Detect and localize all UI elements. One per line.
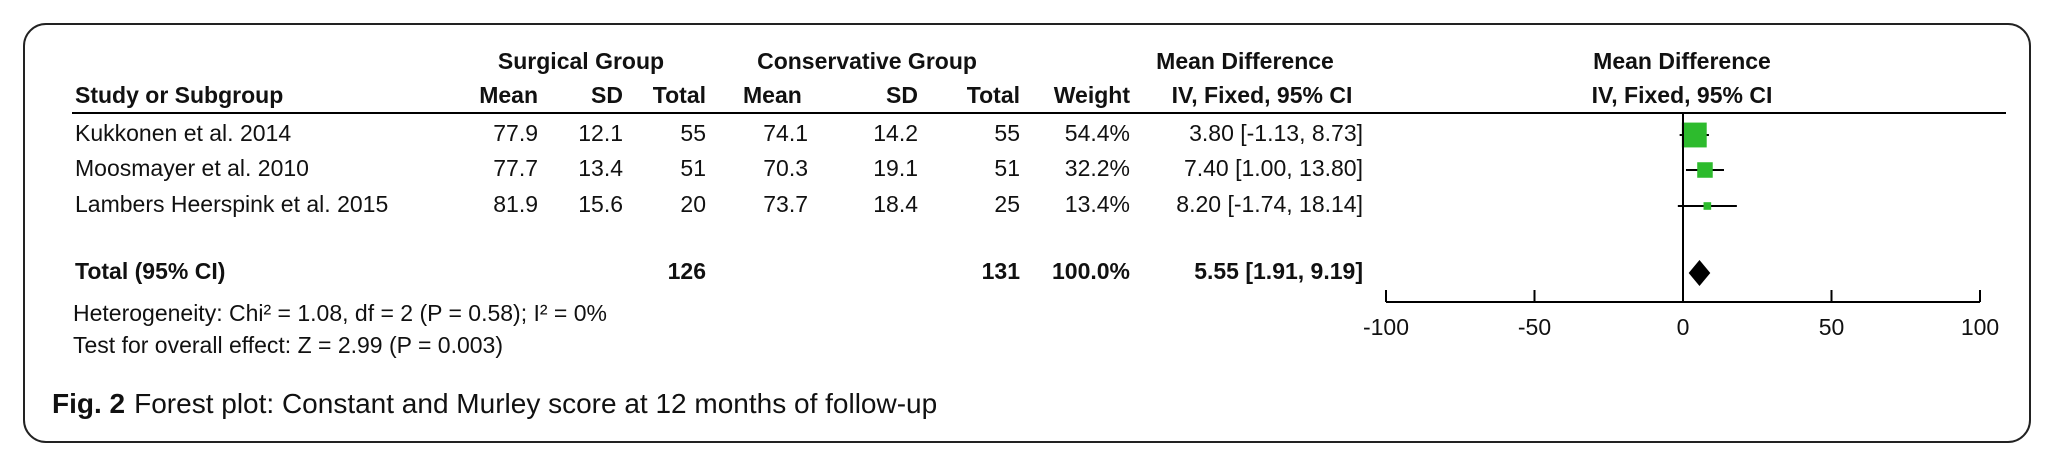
column-header: SD	[591, 82, 623, 108]
weight-box	[1697, 162, 1713, 178]
column-header: Total	[967, 82, 1020, 108]
caption: Fig. 2 Forest plot: Constant and Murley s…	[52, 388, 937, 419]
column-header: Weight	[1054, 82, 1131, 108]
total-ci-label: 5.55 [1.91, 9.19]	[1194, 258, 1363, 284]
cell: 51	[680, 155, 706, 181]
cell: 20	[680, 191, 706, 217]
overall-effect: Test for overall effect: Z = 2.99 (P = 0…	[73, 332, 503, 358]
ci-label: 7.40 [1.00, 13.80]	[1184, 155, 1363, 181]
cell: 14.2	[873, 120, 918, 146]
cell: 13.4	[578, 155, 623, 181]
column-header: IV, Fixed, 95% CI	[1592, 82, 1773, 108]
summary-diamond	[1688, 260, 1711, 286]
cell: 81.9	[493, 191, 538, 217]
caption-text: Forest plot: Constant and Murley score a…	[134, 388, 937, 419]
study-name: Moosmayer et al. 2010	[75, 155, 309, 181]
cell: 77.9	[493, 120, 538, 146]
column-header: Mean	[479, 82, 538, 108]
column-header: Mean	[743, 82, 802, 108]
x-tick-label: 100	[1961, 314, 1999, 340]
column-header: Study or Subgroup	[75, 82, 283, 108]
ci-label: 3.80 [-1.13, 8.73]	[1189, 120, 1363, 146]
group-header: Conservative Group	[757, 48, 977, 74]
weight-box	[1681, 122, 1707, 148]
total-weight: 100.0%	[1052, 258, 1130, 284]
group-header: Mean Difference	[1593, 48, 1771, 74]
cell: 25	[994, 191, 1020, 217]
column-header: IV, Fixed, 95% CI	[1172, 82, 1353, 108]
caption-label: Fig. 2	[52, 388, 125, 419]
total-cell: 126	[668, 258, 706, 284]
study-name: Lambers Heerspink et al. 2015	[75, 191, 388, 217]
cell: 19.1	[873, 155, 918, 181]
total-cell: 131	[982, 258, 1021, 284]
weight: 54.4%	[1065, 120, 1130, 146]
group-header: Mean Difference	[1156, 48, 1334, 74]
cell: 70.3	[763, 155, 808, 181]
weight-box	[1703, 202, 1712, 210]
cell: 73.7	[763, 191, 808, 217]
cell: 51	[994, 155, 1020, 181]
weight: 32.2%	[1065, 155, 1130, 181]
cell: 12.1	[578, 120, 623, 146]
cell: 74.1	[763, 120, 808, 146]
cell: 55	[680, 120, 706, 146]
column-header: Total	[653, 82, 706, 108]
weight: 13.4%	[1065, 191, 1130, 217]
heterogeneity: Heterogeneity: Chi² = 1.08, df = 2 (P = …	[73, 300, 607, 326]
total-name: Total (95% CI)	[75, 258, 225, 284]
study-name: Kukkonen et al. 2014	[75, 120, 291, 146]
x-tick-label: 50	[1819, 314, 1845, 340]
group-header: Surgical Group	[498, 48, 664, 74]
x-tick-label: -50	[1518, 314, 1551, 340]
cell: 18.4	[873, 191, 918, 217]
figure-border	[23, 23, 2031, 443]
cell: 55	[994, 120, 1020, 146]
ci-label: 8.20 [-1.74, 18.14]	[1176, 191, 1363, 217]
x-tick-label: 0	[1677, 314, 1690, 340]
x-tick-label: -100	[1363, 314, 1409, 340]
cell: 77.7	[493, 155, 538, 181]
column-header: SD	[886, 82, 918, 108]
cell: 15.6	[578, 191, 623, 217]
